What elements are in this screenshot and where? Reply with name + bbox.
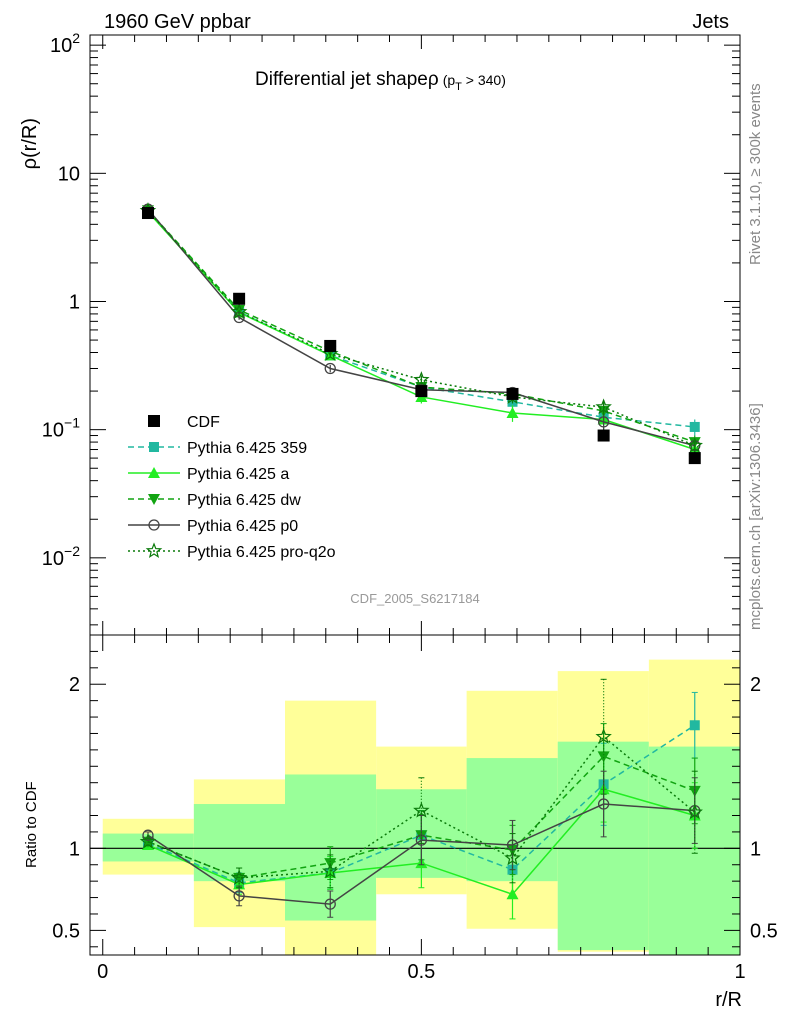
y-tick-exp: −1 xyxy=(64,415,80,431)
ratio-point-pa xyxy=(506,888,519,900)
legend-item-pa: Pythia 6.425 a xyxy=(128,466,289,483)
point-p359 xyxy=(689,421,700,432)
y-tick-exp: 2 xyxy=(72,30,80,46)
series-line-pdw xyxy=(147,209,695,443)
y-tick-label: 102 xyxy=(50,30,80,57)
title-sub: (p xyxy=(443,72,456,88)
legend-item-pdw: Pythia 6.425 dw xyxy=(128,492,301,509)
ratio-point-pq2o xyxy=(686,803,703,820)
point-pa xyxy=(506,406,519,418)
point-cdf xyxy=(415,385,428,398)
ratio-point-p359 xyxy=(689,720,700,731)
x-tick-label: 0 xyxy=(97,961,108,983)
point-cdf xyxy=(597,429,610,442)
y-tick-base: 1 xyxy=(69,291,80,313)
series-line-pq2o xyxy=(147,210,696,447)
ratio-point-pdw xyxy=(597,751,610,763)
point-pq2o xyxy=(595,398,612,415)
legend-item-p359: Pythia 6.425 359 xyxy=(128,440,307,457)
legend-marker-p0 xyxy=(148,519,160,531)
ratio-point-pq2o xyxy=(504,849,521,866)
y-tick-label: 0.5 xyxy=(52,920,80,942)
point-pq2o xyxy=(413,371,430,387)
point-cdf xyxy=(233,292,246,305)
process-label: Jets xyxy=(692,11,729,33)
legend-label: Pythia 6.425 359 xyxy=(187,440,307,457)
ratio-xlabel: r/R xyxy=(715,989,742,1011)
y-tick-base: 10 xyxy=(58,163,80,185)
y-tick-exp: −2 xyxy=(64,543,80,559)
point-pq2o xyxy=(686,437,703,453)
ratio-point-p0 xyxy=(597,798,610,810)
legend-item-cdf: CDF xyxy=(148,414,220,431)
ratio-point-p0 xyxy=(233,890,245,902)
ratio-point-pq2o xyxy=(595,728,612,744)
title-sub-index: T xyxy=(455,81,462,93)
mcplots-label: mcplots.cern.ch [arXiv:1306.3436] xyxy=(747,403,764,630)
main-ylabel: ρ(r/R) xyxy=(19,118,41,169)
rivet-label: Rivet 3.1.10, ≥ 300k events xyxy=(747,83,764,265)
ratio-point-p0 xyxy=(142,829,154,841)
point-p0 xyxy=(324,362,336,375)
legend-marker-p359 xyxy=(149,442,159,452)
legend: CDF Pythia 6.425 359 Pythia 6.425 a Pythia … xyxy=(128,414,336,561)
legend-label: Pythia 6.425 a xyxy=(187,466,289,483)
point-cdf xyxy=(506,387,519,400)
title-rho: ρ xyxy=(428,69,439,90)
legend-marker-pa xyxy=(148,467,160,478)
legend-label: CDF xyxy=(187,414,220,431)
y-tick-label: 1 xyxy=(69,838,80,860)
x-tick-label: 0.5 xyxy=(407,961,435,983)
y-tick-label: 10 xyxy=(58,163,80,185)
legend-marker-pq2o xyxy=(145,542,163,559)
y-tick-base: 10 xyxy=(42,420,64,442)
y-tick-label: 10−1 xyxy=(42,415,80,442)
watermark: CDF_2005_S6217184 xyxy=(350,591,479,606)
ratio-panel: 0.5 0.51 12 20 0.5 1 Ratio to CDF r/R xyxy=(23,634,778,1011)
title-sub-tail: > 340) xyxy=(462,72,506,88)
ratio-point-pq2o xyxy=(321,862,339,879)
y-tick-label: 2 xyxy=(69,674,80,696)
point-cdf xyxy=(688,452,701,465)
y-tick-label-right: 1 xyxy=(750,838,761,860)
legend-item-p0: Pythia 6.425 p0 xyxy=(128,518,298,535)
ratio-frame xyxy=(89,634,741,956)
ratio-point-pq2o xyxy=(139,833,157,849)
point-p0 xyxy=(597,416,610,428)
x-tick-label: 1 xyxy=(734,961,745,983)
ratio-ylabel: Ratio to CDF xyxy=(23,781,40,868)
energy-label: 1960 GeV ppbar xyxy=(104,11,251,33)
ratio-point-pq2o xyxy=(230,869,248,885)
series-line-pa xyxy=(147,211,695,451)
y-tick-label-right: 2 xyxy=(750,674,761,696)
y-tick-base: 10 xyxy=(50,35,72,57)
point-pq2o xyxy=(230,303,248,319)
ratio-point-pq2o xyxy=(413,801,430,818)
legend-label: Pythia 6.425 p0 xyxy=(187,518,298,535)
main-title: Differential jet shapeρ (pT > 340) xyxy=(255,69,506,93)
point-cdf xyxy=(324,339,337,352)
ratio-point-p0 xyxy=(324,898,336,910)
legend-label: Pythia 6.425 pro-q2o xyxy=(187,544,336,561)
y-tick-base: 10 xyxy=(42,548,64,570)
legend-item-pq2o: Pythia 6.425 pro-q2o xyxy=(128,542,336,561)
title-main: Differential jet shape xyxy=(255,69,428,90)
y-tick-label: 10−2 xyxy=(42,543,80,570)
legend-marker-pdw xyxy=(148,494,160,505)
point-cdf xyxy=(141,207,154,220)
legend-label: Pythia 6.425 dw xyxy=(187,492,301,509)
y-tick-label-right: 0.5 xyxy=(750,920,778,942)
legend-marker-cdf xyxy=(148,415,160,427)
y-tick-label: 1 xyxy=(69,291,80,313)
